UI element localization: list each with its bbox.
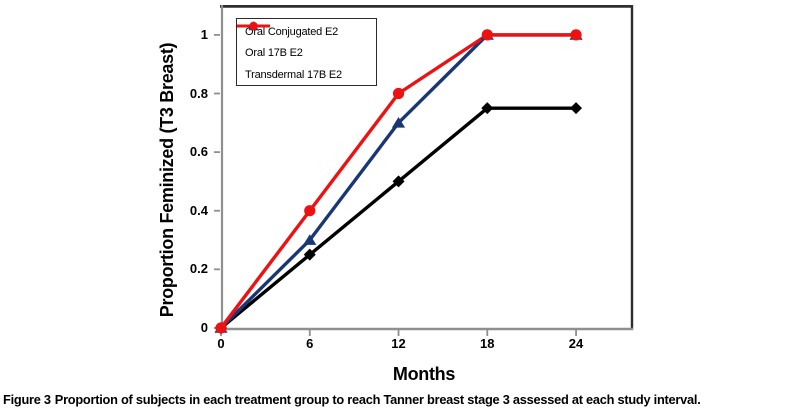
data-point-diamond [481, 102, 494, 115]
data-point-circle [215, 322, 227, 334]
y-tick-label: 0.6 [189, 144, 208, 160]
x-tick-label: 24 [568, 336, 584, 351]
legend: Oral Conjugated E2 Oral 17B E2 Transdermal… [236, 18, 377, 86]
x-tick-label: 0 [217, 336, 225, 351]
y-axis-title: Proportion Feminized (T3 Breast) [157, 42, 177, 318]
data-point-circle [392, 87, 405, 100]
legend-label: Transdermal 17B E2 [245, 68, 342, 81]
data-point-triangle [391, 117, 406, 128]
data-point-circle [304, 205, 316, 217]
legend-item: Transdermal 17B E2 [237, 21, 376, 86]
caption-text: Proportion of subjects in each treatment… [54, 392, 701, 407]
chart-canvas [214, 4, 634, 336]
data-point-diamond [303, 248, 316, 261]
legend-marker-circle [237, 21, 270, 31]
series-line [219, 106, 578, 330]
plot-area: Oral Conjugated E2 Oral 17B E2 Transdermal… [214, 4, 634, 336]
data-point-diamond [392, 175, 405, 188]
y-tick-label: 1 [200, 26, 208, 42]
y-tick-label: 0.2 [189, 261, 208, 277]
x-tick-label: 6 [306, 336, 314, 351]
caption-label: Figure 3 [3, 392, 51, 407]
data-point-diamond [570, 102, 583, 115]
figure-caption: Figure 3 Proportion of subjects in each t… [3, 392, 795, 407]
data-point-triangle [303, 234, 317, 245]
x-axis-title: Months [392, 364, 456, 384]
y-tick-label: 0.8 [189, 85, 208, 101]
x-tick-label: 12 [391, 336, 406, 351]
y-tick-label: 0 [200, 319, 208, 335]
legend-label: Oral Conjugated E2 [245, 25, 339, 38]
legend-label: Oral 17B E2 [245, 47, 303, 60]
data-point-circle [481, 29, 493, 41]
x-tick-label: 18 [480, 336, 495, 351]
y-tick-label: 0.4 [189, 202, 208, 218]
data-point-circle [570, 29, 582, 41]
legend-item: Oral 17B E2 [237, 21, 376, 65]
